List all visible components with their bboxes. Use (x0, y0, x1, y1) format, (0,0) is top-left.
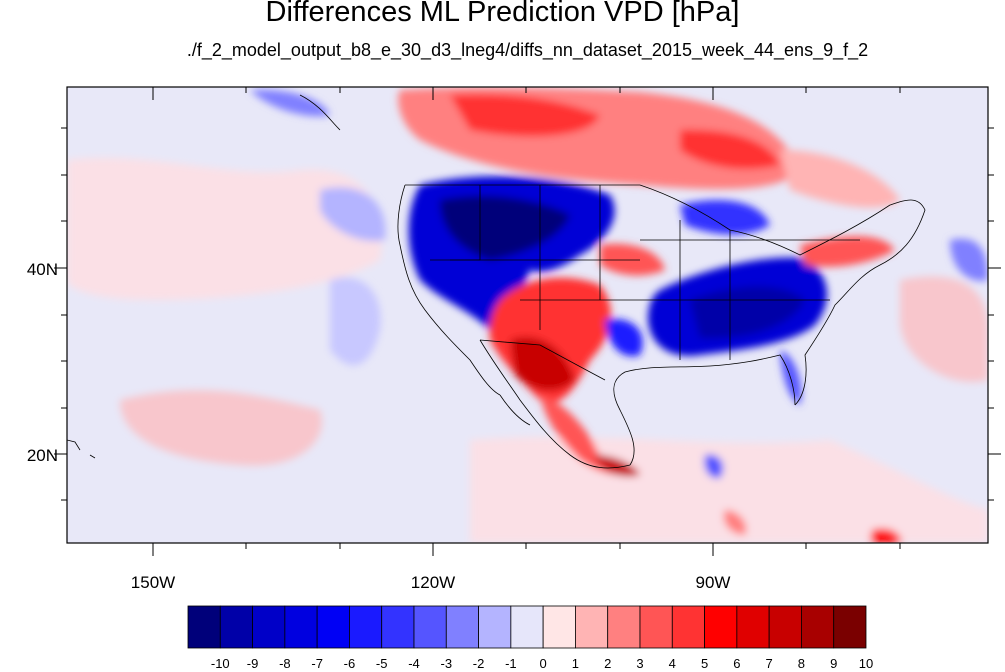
colorbar-swatch (736, 605, 770, 649)
colorbar-label: 3 (636, 656, 643, 671)
mexico-pacific-coastline (479, 339, 631, 469)
colorbar-swatch (349, 605, 383, 649)
colorbar-label: -1 (505, 656, 517, 671)
colorbar-label: -3 (441, 656, 453, 671)
colorbar-label: -6 (344, 656, 356, 671)
colorbar-label: -7 (311, 656, 323, 671)
pacific-negative-patch-coast (330, 277, 381, 366)
pacific-negative-patch-north (320, 187, 386, 241)
lon-tick-label-120w: 120W (411, 573, 455, 592)
colorbar-swatch (607, 605, 641, 649)
colorbar-swatch (284, 605, 318, 649)
texas-negative-patch (605, 319, 643, 357)
mexico-positive-anomaly (540, 395, 640, 476)
caribbean-positive-patch (870, 528, 902, 543)
colorbar-label: 8 (798, 656, 805, 671)
boundary-lines (67, 94, 926, 469)
colorbar-label: 6 (733, 656, 740, 671)
colorbar-label: 1 (572, 656, 579, 671)
map-subtitle: ./f_2_model_output_b8_e_30_d3_lneg4/diff… (186, 40, 869, 60)
colorbar-label: -2 (473, 656, 485, 671)
colorbar-swatch (801, 605, 835, 649)
colorbar-label: -4 (408, 656, 420, 671)
colorbar-swatch (413, 605, 447, 649)
hawaii-coastline (67, 439, 96, 459)
us-mexico-border (479, 339, 606, 381)
colorbar-swatch (478, 605, 512, 649)
canada-east-positive-core (680, 129, 780, 170)
colorbar-swatch (542, 605, 576, 649)
colorbar-label: 5 (701, 656, 708, 671)
colorbar-swatch (187, 605, 221, 649)
colorbar-label: -10 (211, 656, 230, 671)
canada-strong-positive-core (450, 94, 600, 137)
colorbar-swatch (445, 605, 479, 649)
map-field (67, 87, 988, 543)
colorbar-label: 7 (766, 656, 773, 671)
colorbar: -10 -9 -8 -7 -6 -5 -4 -3 -2 -1 0 1 2 3 4 5 6 7 8 9 10 (187, 605, 873, 671)
northwest-us-strong-negative-core (440, 195, 570, 260)
colorbar-swatch (833, 605, 867, 649)
lat-tick-label-20n: 20N (27, 446, 58, 465)
colorbar-swatch (381, 605, 415, 649)
us-west-coastline (397, 184, 501, 396)
colorbar-swatch (768, 605, 802, 649)
colorbar-swatch (704, 605, 738, 649)
gulf-coastline (613, 354, 796, 466)
quebec-positive-patch (780, 150, 900, 208)
baja-coastline (499, 394, 531, 426)
colorbar-swatch (510, 605, 544, 649)
lon-tick-label-150w: 150W (131, 573, 175, 592)
northeast-us-positive-anomaly (800, 236, 895, 267)
great-lakes-negative-anomaly (680, 200, 770, 235)
pacific-positive-patch (120, 390, 322, 466)
colorbar-label: -8 (279, 656, 291, 671)
colorbar-swatch (639, 605, 673, 649)
pacific-light-positive-patch (67, 157, 382, 300)
colorbar-label: 0 (540, 656, 547, 671)
central-plains-positive-anomaly (600, 243, 665, 276)
colorbar-swatch (219, 605, 253, 649)
central-america-positive-patch (723, 510, 747, 535)
colorbar-label: 9 (830, 656, 837, 671)
alaska-coastline (299, 94, 341, 131)
colorbar-label: -9 (247, 656, 259, 671)
colorbar-swatch (316, 605, 350, 649)
colorbar-label: 4 (669, 656, 676, 671)
southwest-us-strong-positive-core (510, 336, 575, 391)
colorbar-label: 10 (859, 656, 873, 671)
colorbar-label: -5 (376, 656, 388, 671)
southern-mexico-strong-positive (595, 455, 640, 477)
alaska-negative-patch (250, 89, 330, 117)
lat-tick-label-40n: 40N (27, 260, 58, 279)
great-lakes-border (639, 184, 891, 256)
lon-tick-label-90w: 90W (696, 573, 731, 592)
atlantic-positive-patch (900, 276, 988, 382)
colorbar-swatch (575, 605, 609, 649)
us-east-coastline (794, 199, 926, 406)
gulf-negative-patch (704, 454, 724, 479)
map-title: Differences ML Prediction VPD [hPa] (265, 0, 740, 28)
colorbar-label: 2 (604, 656, 611, 671)
atlantic-negative-patch (950, 238, 988, 281)
colorbar-swatch (252, 605, 286, 649)
axis-ticks (54, 87, 1001, 556)
colorbar-swatch (671, 605, 705, 649)
